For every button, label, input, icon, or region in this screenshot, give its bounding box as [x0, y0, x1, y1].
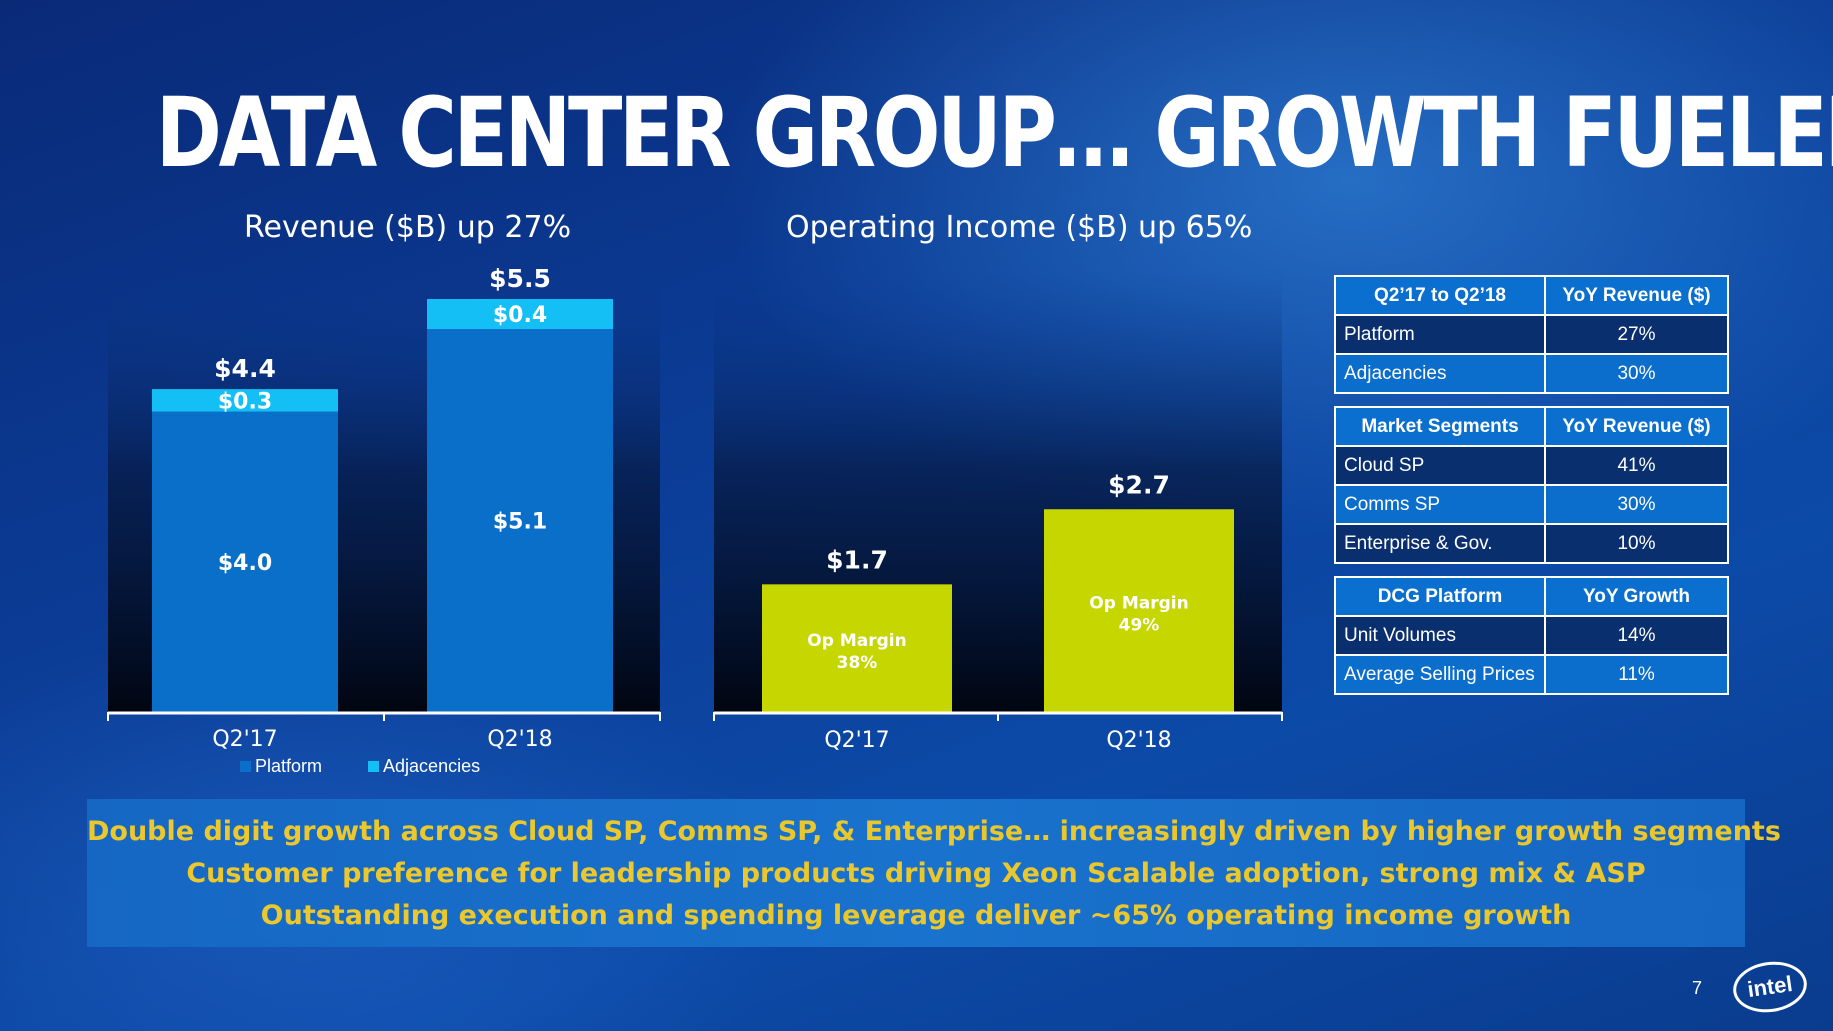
- table-cell-value: 30%: [1544, 353, 1729, 394]
- page-number: 7: [1692, 978, 1703, 998]
- table-row: Comms SP 30%: [1334, 484, 1729, 525]
- table-row: Cloud SP 41%: [1334, 445, 1729, 486]
- callout-line: Customer preference for leadership produ…: [186, 858, 1646, 889]
- table-header-cell: YoY Revenue ($): [1544, 406, 1729, 447]
- op-income-value-label: $2.7: [1108, 470, 1170, 499]
- revenue-segment-label: $0.3: [218, 389, 272, 414]
- revenue-bar-adjacencies-1: [427, 299, 613, 330]
- table-header-cell: YoY Revenue ($): [1544, 275, 1729, 316]
- legend-swatch-platform: [240, 761, 251, 772]
- table-cell-value: 14%: [1544, 615, 1729, 656]
- revenue-total-label: $4.4: [214, 354, 276, 383]
- dcg-platform-table: DCG Platform YoY Growth Unit Volumes 14%…: [1334, 576, 1729, 695]
- callout-line: Outstanding execution and spending lever…: [260, 900, 1572, 931]
- slide-title: DATA CENTER GROUP… GROWTH FUELED BY ALL …: [155, 77, 1833, 189]
- table-cell-label: Enterprise & Gov.: [1334, 523, 1546, 564]
- revenue-x-tick-label: Q2'17: [212, 727, 277, 752]
- revenue-chart-title: Revenue ($B) up 27%: [244, 210, 572, 245]
- revenue-segment-label: $5.1: [493, 510, 547, 535]
- op-margin-value: 38%: [837, 653, 878, 673]
- table-row: Platform 27%: [1334, 314, 1729, 355]
- op-margin-label: Op Margin: [1089, 594, 1188, 614]
- revenue-chart: $4.0 $0.3 $4.4 Q2'17 $5.1 $0.4 $5.5 Q2'18: [107, 264, 661, 752]
- legend-item-adjacencies: Adjacencies: [368, 756, 480, 777]
- table-row: Average Selling Prices 11%: [1334, 654, 1729, 695]
- revenue-x-tick-label: Q2'18: [487, 727, 552, 752]
- table-cell-label: Adjacencies: [1334, 353, 1546, 394]
- revenue-legend: Platform Adjacencies: [240, 756, 480, 777]
- revenue-segment-label: $0.4: [493, 303, 547, 328]
- table-header-row: DCG Platform YoY Growth: [1334, 576, 1729, 617]
- op-income-value-label: $1.7: [826, 545, 888, 574]
- table-cell-value: 41%: [1544, 445, 1729, 486]
- table-header-cell: YoY Growth: [1544, 576, 1729, 617]
- table-cell-value: 11%: [1544, 654, 1729, 695]
- revenue-growth-table: Q2’17 to Q2’18 YoY Revenue ($) Platform …: [1334, 275, 1729, 394]
- legend-item-platform: Platform: [240, 756, 322, 777]
- growth-tables: Q2’17 to Q2’18 YoY Revenue ($) Platform …: [1334, 275, 1729, 707]
- legend-swatch-adjacencies: [368, 761, 380, 772]
- table-cell-value: 30%: [1544, 484, 1729, 525]
- table-cell-label: Comms SP: [1334, 484, 1546, 525]
- table-cell-value: 27%: [1544, 314, 1729, 355]
- table-cell-label: Unit Volumes: [1334, 615, 1546, 656]
- callout-line: Double digit growth across Cloud SP, Com…: [87, 816, 1781, 847]
- table-cell-label: Platform: [1334, 314, 1546, 355]
- table-header-row: Market Segments YoY Revenue ($): [1334, 406, 1729, 447]
- market-segments-table: Market Segments YoY Revenue ($) Cloud SP…: [1334, 406, 1729, 564]
- table-cell-label: Cloud SP: [1334, 445, 1546, 486]
- op-income-chart-title: Operating Income ($B) up 65%: [786, 210, 1253, 245]
- revenue-bar-adjacencies-0: [152, 389, 338, 412]
- table-header-cell: Q2’17 to Q2’18: [1334, 275, 1546, 316]
- legend-label-adjacencies: Adjacencies: [383, 756, 481, 776]
- table-header-cell: DCG Platform: [1334, 576, 1546, 617]
- op-margin-value: 49%: [1119, 616, 1160, 636]
- op-income-bar-0: [762, 584, 952, 712]
- table-header-cell: Market Segments: [1334, 406, 1546, 447]
- revenue-bar-platform-0: [152, 411, 338, 712]
- key-takeaways-callout: Double digit growth across Cloud SP, Com…: [87, 799, 1781, 947]
- table-row: Unit Volumes 14%: [1334, 615, 1729, 656]
- op-margin-label: Op Margin: [807, 631, 906, 651]
- op-income-bar-1: [1044, 509, 1234, 712]
- table-row: Enterprise & Gov. 10%: [1334, 523, 1729, 564]
- op-income-x-tick-label: Q2'18: [1106, 728, 1171, 753]
- revenue-bar-platform-1: [427, 329, 613, 712]
- op-income-x-tick-label: Q2'17: [824, 728, 889, 753]
- table-header-row: Q2’17 to Q2’18 YoY Revenue ($): [1334, 275, 1729, 316]
- revenue-segment-label: $4.0: [218, 551, 272, 576]
- revenue-total-label: $5.5: [489, 264, 551, 293]
- legend-label-platform: Platform: [255, 756, 323, 776]
- table-cell-label: Average Selling Prices: [1334, 654, 1546, 695]
- table-cell-value: 10%: [1544, 523, 1729, 564]
- table-row: Adjacencies 30%: [1334, 353, 1729, 394]
